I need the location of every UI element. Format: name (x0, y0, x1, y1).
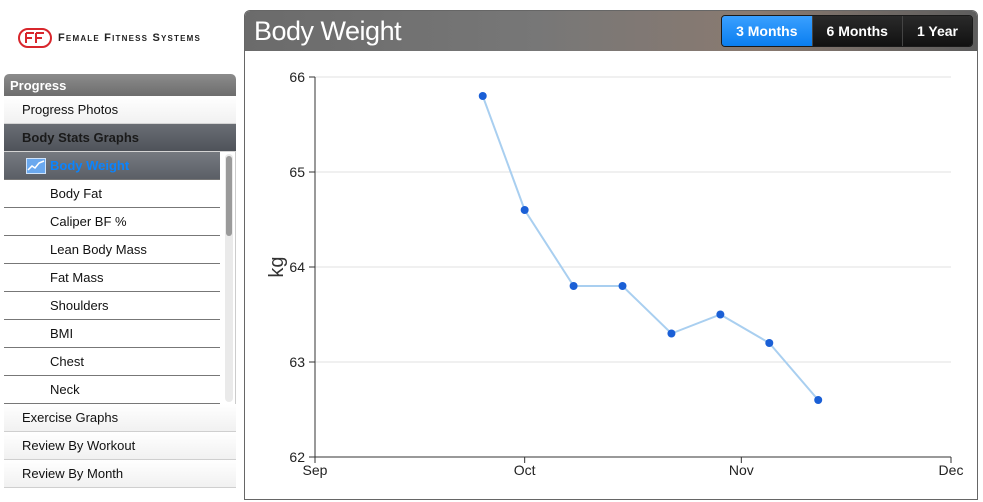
sidebar-item-review-by-workout[interactable]: Review By Workout (4, 432, 236, 460)
submenu-item-label: Body Fat (50, 186, 103, 201)
sidebar-top-items: Progress Photos Body Stats Graphs (4, 96, 236, 152)
data-point (667, 329, 676, 338)
submenu-item-label: Neck (50, 382, 80, 397)
chart-area: 62 63 64 65 66 Sep Oct Nov Dec kg (245, 51, 977, 499)
line-graph-icon (26, 157, 46, 174)
y-tick-label: 64 (289, 259, 305, 275)
submenu-scrollbar-thumb[interactable] (226, 156, 232, 236)
x-tick-label: Dec (939, 462, 964, 478)
sidebar-item-progress-photos[interactable]: Progress Photos (4, 96, 236, 124)
data-point (478, 92, 487, 100)
sidebar-item-review-by-month[interactable]: Review By Month (4, 460, 236, 488)
body-stats-submenu: Body Weight Body Fat Caliper BF % Lean Body… (4, 152, 236, 404)
ffs-logo-icon (18, 28, 52, 48)
submenu-item-label: Fat Mass (50, 270, 104, 285)
submenu-item-shoulders[interactable]: Shoulders (4, 292, 220, 320)
submenu-item-label: Shoulders (50, 298, 109, 313)
submenu-scrollbar[interactable] (225, 154, 233, 402)
submenu-item-label: Caliper BF % (50, 214, 127, 229)
submenu-item-body-weight[interactable]: Body Weight (4, 152, 220, 180)
data-point (716, 310, 725, 319)
page-title: Body Weight (254, 15, 402, 46)
submenu-items: Body Weight Body Fat Caliper BF % Lean Body… (4, 152, 220, 404)
submenu-item-label: Chest (50, 354, 84, 369)
sidebar-section-progress: Progress (4, 74, 236, 96)
graph-panel: Body Weight 3 Months 6 Months 1 Year 62 63 6… (244, 10, 978, 500)
y-tick-label: 66 (289, 69, 305, 85)
submenu-item-caliper-bf[interactable]: Caliper BF % (4, 208, 220, 236)
submenu-item-neck[interactable]: Neck (4, 376, 220, 404)
range-button-6-months[interactable]: 6 Months (811, 16, 902, 46)
series-line (481, 95, 819, 401)
submenu-item-label: Lean Body Mass (50, 242, 147, 257)
sidebar-item-exercise-graphs[interactable]: Exercise Graphs (4, 404, 236, 432)
sidebar: Progress Progress Photos Body Stats Graph… (4, 74, 236, 502)
y-tick-label: 65 (289, 164, 305, 180)
data-point (765, 339, 774, 347)
submenu-item-lean-body-mass[interactable]: Lean Body Mass (4, 236, 220, 264)
data-point (618, 282, 627, 290)
x-tick-label: Oct (514, 462, 536, 478)
y-axis-label: kg (266, 256, 288, 277)
sidebar-bottom-items: Exercise Graphs Review By Workout Review B… (4, 404, 236, 488)
x-tick-label: Sep (303, 462, 328, 478)
brand-logo[interactable]: Female Fitness Systems (18, 28, 201, 48)
body-weight-chart: 62 63 64 65 66 Sep Oct Nov Dec kg (266, 69, 964, 478)
submenu-item-fat-mass[interactable]: Fat Mass (4, 264, 220, 292)
submenu-item-body-fat[interactable]: Body Fat (4, 180, 220, 208)
submenu-item-label: BMI (50, 326, 74, 341)
x-tick-label: Nov (729, 462, 754, 478)
data-point (569, 282, 578, 290)
data-point (814, 396, 823, 404)
range-button-1-year[interactable]: 1 Year (901, 16, 972, 46)
panel-header: Body Weight 3 Months 6 Months 1 Year (245, 11, 977, 51)
submenu-item-bmi[interactable]: BMI (4, 320, 220, 348)
submenu-item-chest[interactable]: Chest (4, 348, 220, 376)
y-tick-label: 63 (289, 354, 305, 370)
brand-name: Female Fitness Systems (58, 32, 202, 44)
data-point (520, 206, 529, 214)
y-tick-label: 62 (289, 449, 305, 465)
range-selector: 3 Months 6 Months 1 Year (721, 15, 973, 47)
range-button-3-months[interactable]: 3 Months (722, 16, 812, 46)
submenu-item-label: Body Weight (50, 158, 130, 173)
sidebar-item-body-stats-graphs[interactable]: Body Stats Graphs (4, 124, 236, 152)
